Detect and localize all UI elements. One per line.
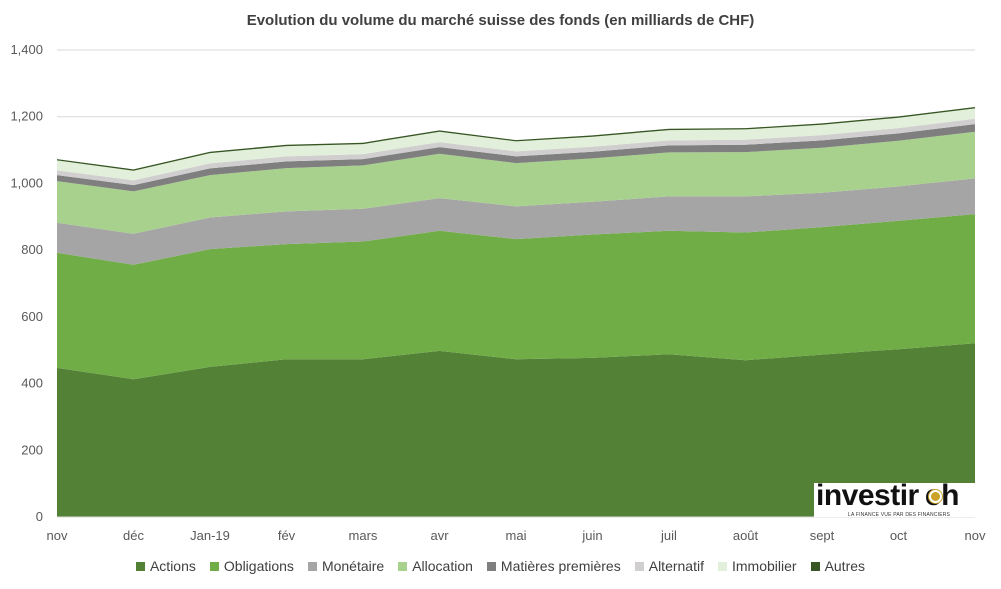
legend-label: Monétaire bbox=[321, 558, 385, 574]
chart-title: Evolution du volume du marché suisse des… bbox=[246, 12, 755, 29]
legend-label: Autres bbox=[824, 558, 866, 574]
legend-label: Actions bbox=[149, 558, 196, 574]
x-tick-label: mai bbox=[506, 528, 527, 543]
area-immobilier bbox=[57, 108, 975, 181]
legend-item: Actions bbox=[135, 558, 196, 574]
area-actions bbox=[57, 343, 975, 517]
legend-swatch bbox=[634, 561, 644, 571]
y-tick-label: 1,400 bbox=[10, 42, 43, 57]
area-monétaire bbox=[57, 178, 975, 265]
x-tick-label: oct bbox=[890, 528, 908, 543]
x-tick-label: sept bbox=[810, 528, 835, 543]
x-tick-label: fév bbox=[278, 528, 296, 543]
investir-logo: investir.ch LA FINANCE VUE PAR DES FINAN… bbox=[814, 479, 976, 518]
area-series bbox=[57, 107, 975, 517]
area-alternatif bbox=[57, 118, 975, 186]
legend-swatch bbox=[717, 561, 727, 571]
x-tick-label: nov bbox=[965, 528, 986, 543]
legend-label: Alternatif bbox=[648, 558, 704, 574]
legend-label: Allocation bbox=[412, 558, 473, 574]
legend-item: Alternatif bbox=[634, 558, 704, 574]
x-tick-label: août bbox=[733, 528, 759, 543]
legend-item: Immobilier bbox=[717, 558, 797, 574]
x-tick-label: déc bbox=[123, 528, 144, 543]
area-matières-premières bbox=[57, 124, 975, 192]
area-obligations bbox=[57, 214, 975, 380]
y-tick-label: 1,000 bbox=[10, 175, 43, 190]
y-tick-label: 1,200 bbox=[10, 109, 43, 124]
x-tick-label: juin bbox=[581, 528, 602, 543]
legend-label: Immobilier bbox=[731, 558, 797, 574]
x-tick-label: juil bbox=[660, 528, 677, 543]
x-tick-label: nov bbox=[47, 528, 68, 543]
sun-icon bbox=[931, 492, 940, 501]
x-tick-label: avr bbox=[430, 528, 449, 543]
legend-swatch bbox=[810, 561, 820, 571]
legend-label: Obligations bbox=[223, 558, 294, 574]
legend-item: Autres bbox=[810, 558, 866, 574]
legend-item: Allocation bbox=[398, 558, 473, 574]
axes: 0 200 400 600 800 1,000 1,200 1,400 nov déc Jan-19… bbox=[10, 42, 986, 543]
legend-swatch bbox=[135, 561, 145, 571]
x-tick-label: Jan-19 bbox=[190, 528, 230, 543]
legend-item: Monétaire bbox=[307, 558, 385, 574]
legend-item: Matières premières bbox=[486, 558, 621, 574]
y-tick-label: 600 bbox=[21, 309, 43, 324]
legend-swatch bbox=[398, 561, 408, 571]
legend-swatch bbox=[209, 561, 219, 571]
legend: Actions Obligations Monétaire Allocation Mat… bbox=[0, 558, 1001, 574]
legend-item: Obligations bbox=[209, 558, 294, 574]
legend-label: Matières premières bbox=[500, 558, 621, 574]
y-tick-label: 200 bbox=[21, 442, 43, 457]
y-tick-label: 400 bbox=[21, 376, 43, 391]
legend-swatch bbox=[307, 561, 317, 571]
y-tick-label: 0 bbox=[36, 509, 43, 524]
x-tick-label: mars bbox=[349, 528, 378, 543]
y-tick-label: 800 bbox=[21, 242, 43, 257]
area-allocation bbox=[57, 131, 975, 234]
legend-swatch bbox=[486, 561, 496, 571]
